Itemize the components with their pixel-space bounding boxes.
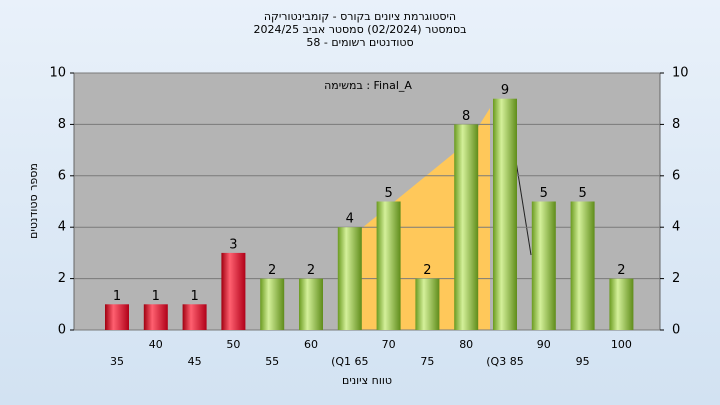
bar xyxy=(260,278,285,330)
x-tick-label: 75 xyxy=(420,355,434,368)
value-label: 1 xyxy=(190,289,198,304)
x-tick-label: (Q1 65 xyxy=(331,355,368,368)
bar xyxy=(299,278,323,330)
bar xyxy=(493,98,517,330)
y2-tick-label: 8 xyxy=(672,117,680,132)
bar xyxy=(143,304,168,330)
value-label: 1 xyxy=(113,289,121,304)
bar xyxy=(454,124,479,331)
y2-tick-label: 6 xyxy=(672,168,680,183)
x-tick-label: 100 xyxy=(611,338,632,351)
value-label: 5 xyxy=(578,186,586,201)
bar xyxy=(531,201,556,330)
decoration-line xyxy=(514,154,532,256)
bar xyxy=(609,278,634,330)
annotation: במשימה : Final_A xyxy=(324,79,412,92)
value-label: 2 xyxy=(307,263,315,278)
x-tick-label: 45 xyxy=(188,355,202,368)
y-tick-label: 10 xyxy=(49,66,66,81)
y-tick-label: 6 xyxy=(58,168,66,183)
value-label: 1 xyxy=(152,289,160,304)
y-tick-label: 4 xyxy=(58,220,66,235)
value-label: 9 xyxy=(501,83,509,98)
value-label: 4 xyxy=(346,212,354,227)
bar xyxy=(221,252,246,330)
x-tick-label: 55 xyxy=(265,355,279,368)
y-tick-label: 0 xyxy=(58,323,66,338)
x-tick-label: 80 xyxy=(459,338,473,351)
x-tick-label: 90 xyxy=(537,338,551,351)
x-tick-label: 60 xyxy=(304,338,318,351)
value-label: 5 xyxy=(384,186,392,201)
bar xyxy=(182,304,207,330)
x-tick-label: 95 xyxy=(576,355,590,368)
x-tick-label: 40 xyxy=(149,338,163,351)
title-line: סטודנטים רשומים - 58 xyxy=(306,36,413,49)
x-tick-label: (Q3 85 xyxy=(486,355,523,368)
bar xyxy=(415,278,440,330)
x-tick-label: 35 xyxy=(110,355,124,368)
title-line: בסמסטר (02/2024) סמסטר אביב 2024/25 xyxy=(253,23,466,36)
bar xyxy=(376,201,401,330)
x-tick-label: 50 xyxy=(226,338,240,351)
value-label: 5 xyxy=(540,186,548,201)
y-axis-label: מספר סטודנטים xyxy=(27,163,40,239)
x-tick-label: 70 xyxy=(382,338,396,351)
value-label: 2 xyxy=(268,263,276,278)
y2-tick-label: 2 xyxy=(672,271,680,286)
y2-tick-label: 10 xyxy=(672,66,689,81)
y2-tick-label: 4 xyxy=(672,220,680,235)
bar xyxy=(105,304,129,330)
x-axis-label: טווח ציונים xyxy=(342,374,392,387)
bar xyxy=(337,227,362,330)
title-line: היסטוגרמת ציונים בקורס - קומבינטוריקה xyxy=(264,10,456,23)
y2-tick-label: 0 xyxy=(672,323,680,338)
y-tick-label: 8 xyxy=(58,117,66,132)
bar xyxy=(570,201,595,330)
value-label: 2 xyxy=(423,263,431,278)
value-label: 8 xyxy=(462,109,470,124)
value-label: 3 xyxy=(229,237,237,252)
y-tick-label: 2 xyxy=(58,271,66,286)
value-label: 2 xyxy=(617,263,625,278)
